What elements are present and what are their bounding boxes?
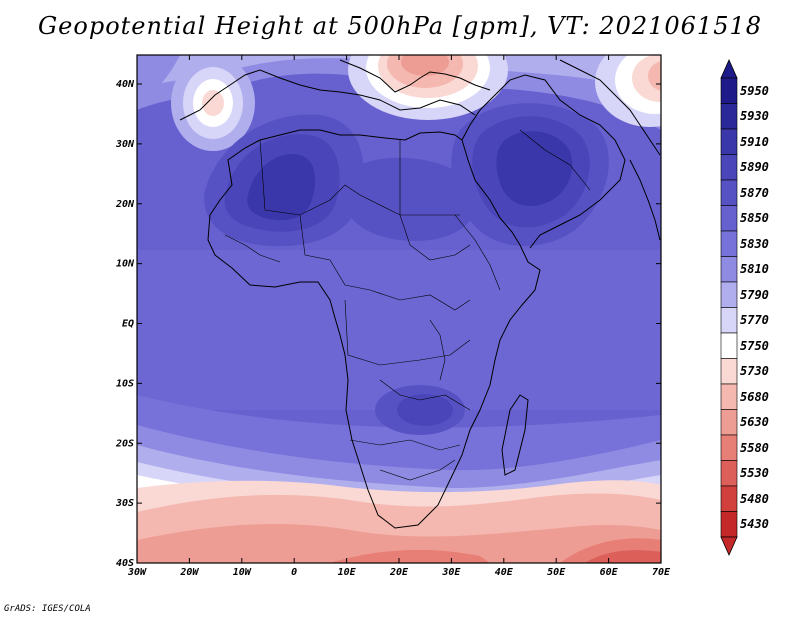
longitude-axis: 30W 20W 10W 0 10E 20E 30E 40E 50E 60E 70E xyxy=(127,55,671,578)
colorbar-swatch xyxy=(720,409,738,436)
credit-text: GrADS: IGES/COLA xyxy=(4,604,91,614)
colorbar-swatch xyxy=(720,103,738,130)
lon-tick-label: 10E xyxy=(338,567,357,578)
colorbar-level-label: 5890 xyxy=(740,160,769,175)
equatorial-belt xyxy=(137,250,661,410)
colorbar-swatch xyxy=(720,179,738,206)
lat-tick-label: 40N xyxy=(116,79,135,90)
lon-tick-label: 30W xyxy=(127,567,147,578)
lon-tick-label: 50E xyxy=(547,567,566,578)
colorbar-swatch xyxy=(720,511,738,538)
lon-tick-label: 20W xyxy=(179,567,199,578)
colorbar-swatch xyxy=(720,205,738,232)
zambia-high-core xyxy=(397,394,453,426)
north-band-5810 xyxy=(137,55,661,130)
lon-tick-label: 20E xyxy=(389,567,409,578)
chad-high xyxy=(343,157,478,241)
lon-tick-label: 0 xyxy=(291,567,297,578)
colorbar-bottom-arrow xyxy=(720,536,738,556)
colorbar-level-label: 5680 xyxy=(740,389,769,404)
colorbar-level-label: 5580 xyxy=(740,440,769,455)
colorbar-level-label: 5910 xyxy=(740,134,769,149)
colorbar-swatch xyxy=(720,383,738,410)
contour-field xyxy=(137,55,661,563)
med-low-core xyxy=(401,55,449,76)
colorbar-level-label: 5850 xyxy=(740,211,769,226)
colorbar-swatch xyxy=(720,77,738,104)
band-5630 xyxy=(137,524,661,563)
colorbar-level-label: 5430 xyxy=(740,517,769,532)
lat-tick-label: 20S xyxy=(115,438,134,449)
colorbar-level-label: 5530 xyxy=(740,466,769,481)
colorbar-swatch xyxy=(720,256,738,283)
colorbar-swatch xyxy=(720,281,738,308)
colorbar-swatch xyxy=(720,434,738,461)
lon-tick-label: 70E xyxy=(652,567,671,578)
lat-tick-label: 30N xyxy=(115,139,135,150)
colorbar-level-label: 5730 xyxy=(740,364,769,379)
lat-tick-label: 40S xyxy=(116,558,134,569)
colorbar-level-label: 5830 xyxy=(740,236,769,251)
band-5530-east xyxy=(585,550,661,563)
lat-tick-label: 30S xyxy=(115,498,134,509)
latitude-axis: 40N 30N 20N 10N EQ 10S 20S 30S 40S xyxy=(115,79,661,569)
colorbar-swatch xyxy=(720,485,738,512)
colorbar-swatch xyxy=(720,230,738,257)
lat-tick-label: 20N xyxy=(115,199,135,210)
colorbar-swatch xyxy=(720,307,738,334)
band-5580-west xyxy=(330,549,490,563)
country-borders xyxy=(224,129,591,481)
lon-tick-label: 10W xyxy=(233,567,252,578)
lon-tick-label: 40E xyxy=(495,567,514,578)
nw-corner xyxy=(137,55,180,100)
colorbar-level-label: 5870 xyxy=(740,185,769,200)
lon-tick-label: 30E xyxy=(441,567,461,578)
ne-low-core xyxy=(648,61,661,91)
arabian-high-core xyxy=(496,131,573,207)
colorbar-level-label: 5770 xyxy=(740,313,769,328)
colorbar-level-label: 5790 xyxy=(740,287,769,302)
colorbar-level-label: 5810 xyxy=(740,262,769,277)
colorbar-swatch xyxy=(720,128,738,155)
colorbar-level-label: 5480 xyxy=(740,491,769,506)
colorbar-top-arrow xyxy=(720,59,738,79)
colorbar-swatch xyxy=(720,154,738,181)
colorbar-level-label: 5750 xyxy=(740,338,769,353)
lon-tick-label: 60E xyxy=(600,567,619,578)
lat-tick-label: EQ xyxy=(122,319,134,330)
colorbar-level-label: 5950 xyxy=(740,83,769,98)
map-title: Geopotential Height at 500hPa [gpm], VT:… xyxy=(38,12,762,40)
colorbar-swatch xyxy=(720,460,738,487)
colorbar-level-label: 5930 xyxy=(740,109,769,124)
colorbar-swatch xyxy=(720,358,738,385)
colorbar-level-label: 5630 xyxy=(740,415,769,430)
north-band-5790 xyxy=(137,55,661,95)
lat-tick-label: 10S xyxy=(116,378,134,389)
coastlines xyxy=(179,59,661,529)
colorbar-swatch xyxy=(720,332,738,359)
atlantic-low-core xyxy=(202,90,224,116)
lat-tick-label: 10N xyxy=(116,259,135,270)
colorbar xyxy=(720,59,738,556)
